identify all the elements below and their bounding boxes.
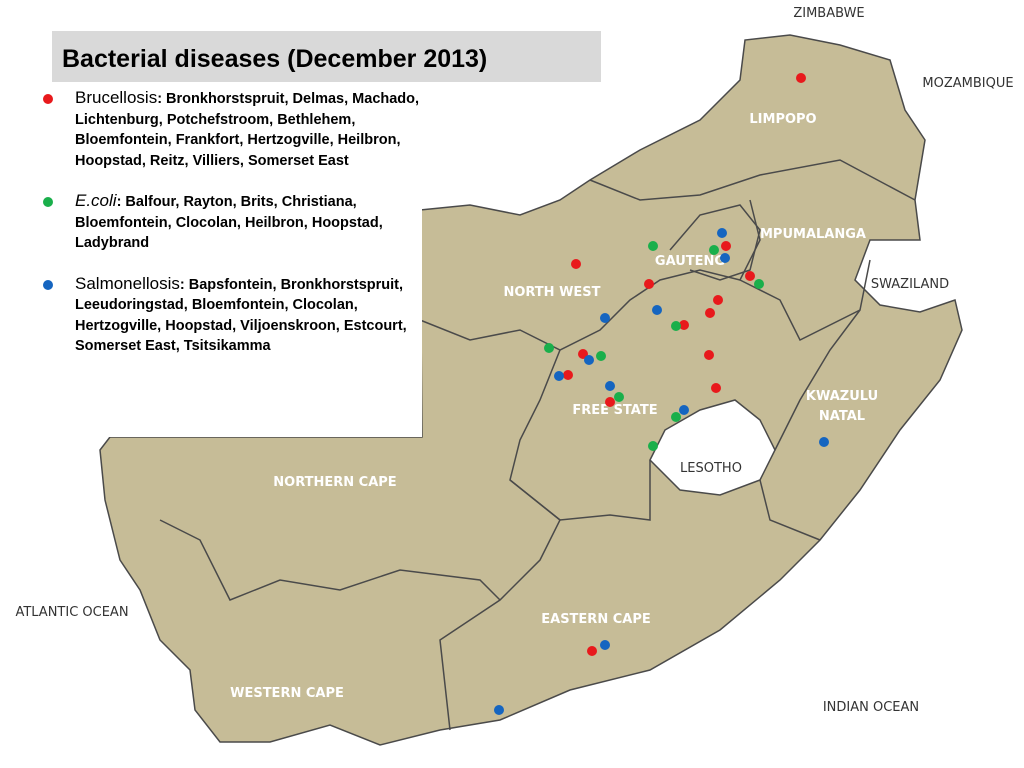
province-borders <box>159 159 916 731</box>
legend: Brucellosis: Bronkhorstspruit, Delmas, M… <box>0 88 422 437</box>
case-marker <box>605 381 615 391</box>
case-marker <box>705 308 715 318</box>
case-marker <box>587 646 597 656</box>
legend-dot <box>43 279 53 290</box>
case-marker <box>571 259 581 269</box>
region-label: FREE STATE <box>572 403 657 418</box>
case-marker <box>584 355 594 365</box>
case-marker <box>679 320 689 330</box>
case-marker <box>720 253 730 263</box>
places: : Balfour, Rayton, Brits, Christiana, Bl… <box>75 194 383 251</box>
case-marker <box>671 321 681 331</box>
region-label: EASTERN CAPE <box>541 612 650 627</box>
region-label: MPUMALANGA <box>760 227 866 242</box>
title: Bacterial diseases (December 2013) <box>52 31 601 82</box>
case-marker <box>754 279 764 289</box>
region-label: LIMPOPO <box>749 112 816 127</box>
region-label: NORTH WEST <box>503 285 600 300</box>
case-marker <box>704 350 714 360</box>
legend-item: Brucellosis: Bronkhorstspruit, Delmas, M… <box>43 88 420 171</box>
case-marker <box>717 228 727 238</box>
places: : Bronkhorstspruit, Delmas, Machado, Lic… <box>75 91 420 169</box>
case-marker <box>494 705 504 715</box>
case-marker <box>600 313 610 323</box>
region-label: NORTHERN CAPE <box>273 475 396 490</box>
region-label: GAUTENG <box>655 254 725 269</box>
case-marker <box>600 640 610 650</box>
case-marker <box>554 371 564 381</box>
region-label: WESTERN CAPE <box>230 686 344 701</box>
region-label: KWAZULU NATAL <box>806 389 878 424</box>
case-marker <box>652 305 662 315</box>
case-marker <box>605 397 615 407</box>
case-marker <box>596 351 606 361</box>
legend-dot <box>43 94 53 104</box>
case-marker <box>709 245 719 255</box>
place-label: MOZAMBIQUE <box>922 76 1013 91</box>
place-label: INDIAN OCEAN <box>823 700 919 715</box>
case-marker <box>819 437 829 447</box>
case-marker <box>544 343 554 353</box>
lesotho <box>649 399 776 496</box>
legend-dot <box>43 197 53 207</box>
case-marker <box>563 370 573 380</box>
place-label: LESOTHO <box>680 461 742 476</box>
case-marker <box>721 241 731 251</box>
place-label: ATLANTIC OCEAN <box>15 605 128 620</box>
case-marker <box>713 295 723 305</box>
case-marker <box>679 405 689 415</box>
places: : Bapsfontein, Bronkhorstspruit, Leeudor… <box>75 276 407 355</box>
case-marker <box>614 392 624 402</box>
disease-name: Brucellosis <box>75 88 158 107</box>
disease-name: E.coli <box>75 191 117 210</box>
case-marker <box>671 412 681 422</box>
case-marker <box>648 441 658 451</box>
case-marker <box>711 383 721 393</box>
place-label: SWAZILAND <box>871 277 949 292</box>
place-label: ZIMBABWE <box>793 6 864 21</box>
case-marker <box>644 279 654 289</box>
legend-item: E.coli: Balfour, Rayton, Brits, Christia… <box>43 191 420 254</box>
case-marker <box>745 271 755 281</box>
disease-name: Salmonellosis <box>75 273 180 293</box>
legend-item: Salmonellosis: Bapsfontein, Bronkhorstsp… <box>43 273 420 357</box>
case-marker <box>796 73 806 83</box>
case-marker <box>648 241 658 251</box>
